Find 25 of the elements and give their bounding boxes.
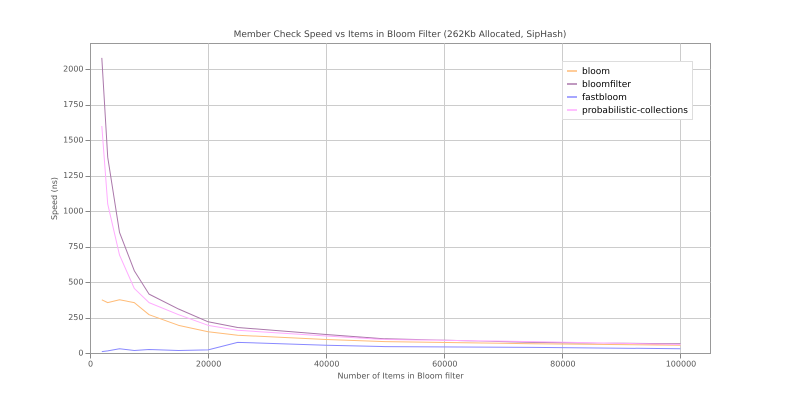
y-tick-label: 1500 [63, 136, 84, 145]
y-tick-label: 750 [68, 242, 84, 252]
line-series [101, 342, 681, 352]
x-tick-label: 80000 [550, 360, 576, 368]
line-series [101, 126, 681, 345]
y-tick-label: 0 [78, 348, 84, 358]
x-axis-title: Number of Items in Bloom filter [337, 372, 464, 380]
y-tick-label: 1000 [63, 206, 84, 216]
y-tick-label: 1750 [63, 100, 84, 110]
line-series [101, 299, 681, 346]
y-tick-label: 1250 [63, 171, 84, 180]
y-tick-label: 2000 [63, 64, 84, 74]
x-tick-label: 0 [88, 360, 94, 368]
y-tick-label: 250 [68, 313, 84, 322]
chart-title: Member Check Speed vs Items in Bloom Filter (262Kb Allocated, SipHash) [234, 30, 566, 40]
x-tick-label: 100000 [666, 360, 696, 368]
x-tick-label: 20000 [196, 360, 222, 368]
x-tick-label: 40000 [314, 360, 340, 368]
legend-label: bloomfilter [582, 80, 632, 90]
legend-label: bloom [582, 67, 610, 77]
x-tick-label: 60000 [432, 360, 458, 368]
y-axis-title: Speed (ns) [50, 176, 60, 220]
legend-label: probabilistic-collections [582, 106, 688, 116]
legend-label: fastbloom [582, 93, 627, 103]
y-tick-label: 500 [68, 278, 84, 287]
